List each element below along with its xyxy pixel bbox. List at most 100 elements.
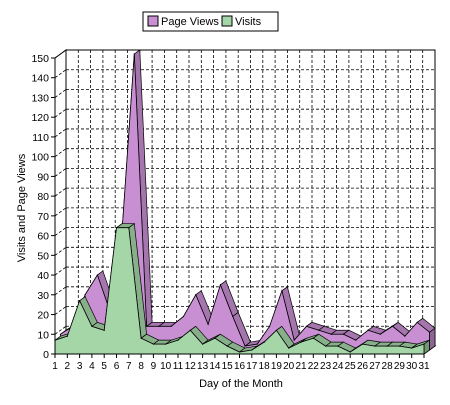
gridline-y-side — [54, 187, 67, 197]
data-point-page-views — [207, 323, 209, 325]
y-tick-label: 60 — [37, 231, 49, 243]
side-wall — [54, 49, 67, 355]
data-point-visits — [115, 227, 118, 229]
x-tick-label: 12 — [185, 361, 197, 372]
gridline-y-side — [54, 227, 67, 236]
y-tick-label: 150 — [31, 53, 49, 65]
data-point-visits — [288, 347, 290, 349]
data-point-visits — [251, 349, 253, 351]
data-point-page-views — [404, 335, 406, 337]
series-visits — [54, 222, 430, 355]
x-tick-label: 4 — [89, 361, 95, 372]
data-point-visits — [398, 345, 400, 347]
x-tick-label: 8 — [138, 361, 144, 372]
x-tick-label: 16 — [234, 361, 246, 372]
data-point-page-views — [281, 290, 283, 292]
gridline-y-side — [54, 148, 67, 157]
x-tick-label: 23 — [320, 361, 332, 372]
x-tick-label: 6 — [114, 361, 120, 372]
data-point-visits — [349, 351, 351, 353]
data-point-page-views — [416, 321, 418, 323]
data-point-visits — [226, 345, 228, 347]
data-point-visits — [103, 329, 105, 331]
x-tick-label: 13 — [197, 361, 209, 372]
y-tick-label: 130 — [31, 92, 49, 104]
gridline-y-side — [54, 266, 67, 276]
data-point-page-views — [379, 333, 381, 335]
gridline-y-side — [54, 89, 67, 98]
data-point-page-views — [232, 315, 234, 318]
data-point-visits — [374, 345, 376, 347]
legend-swatch-visits — [221, 15, 233, 27]
data-point-page-views — [305, 325, 308, 327]
data-point-visits — [165, 343, 167, 345]
x-tick-label: 14 — [209, 361, 221, 372]
data-point-visits — [325, 345, 327, 347]
x-axis-title: Day of the Month — [199, 378, 283, 390]
data-point-page-views — [256, 343, 258, 345]
data-point-visits — [66, 335, 68, 337]
y-tick-label: 30 — [37, 290, 49, 302]
series-layer — [54, 49, 436, 355]
y-tick-label: 70 — [37, 211, 49, 223]
data-point-visits — [128, 227, 130, 229]
data-point-page-views — [367, 329, 369, 331]
x-tick-label: 25 — [345, 361, 357, 372]
y-tick-label: 0 — [43, 349, 49, 361]
gridline-y-side — [54, 306, 67, 315]
data-point-page-views — [330, 333, 332, 335]
data-point-visits — [238, 351, 241, 353]
x-tick-label: 29 — [394, 361, 406, 372]
gridline-y-side — [54, 108, 67, 118]
y-tick-label: 40 — [37, 270, 49, 282]
y-tick-label: 110 — [32, 132, 49, 144]
data-point-page-views — [244, 345, 246, 347]
data-point-visits — [214, 337, 216, 339]
x-tick-label: 24 — [332, 361, 344, 372]
gridline-y-side — [54, 168, 67, 177]
x-tick-label: 1 — [52, 361, 58, 372]
y-tick-label: 120 — [31, 112, 49, 124]
x-tick-label: 2 — [65, 361, 71, 372]
y-tick-label: 140 — [31, 73, 49, 85]
gridline-y-side — [54, 207, 67, 217]
data-point-page-views — [59, 333, 62, 335]
data-point-visits — [423, 343, 425, 345]
legend: Page Views Visits — [142, 11, 279, 32]
x-tick-label: 7 — [126, 361, 132, 372]
data-point-visits — [337, 345, 339, 347]
x-tick-label: 18 — [259, 361, 271, 372]
data-point-visits — [275, 329, 277, 331]
data-point-visits — [152, 343, 154, 345]
data-point-page-views — [158, 325, 160, 327]
y-tick-label: 20 — [37, 310, 49, 322]
x-tick-label: 15 — [222, 361, 234, 372]
x-tick-label: 21 — [295, 361, 307, 372]
data-point-visits — [79, 300, 81, 302]
x-tick-label: 31 — [418, 361, 430, 372]
gridline-y-side — [54, 49, 67, 59]
data-point-page-views — [96, 274, 98, 276]
legend-frame — [142, 11, 279, 32]
data-point-page-views — [219, 284, 221, 286]
data-point-visits — [300, 341, 302, 343]
data-point-visits — [361, 343, 364, 345]
y-tick-label: 50 — [37, 250, 49, 262]
legend-label-visits: Visits — [235, 16, 262, 28]
gridline-y-side — [54, 286, 67, 296]
data-point-visits — [140, 337, 142, 339]
data-point-visits — [263, 341, 265, 343]
x-tick-label: 19 — [271, 361, 283, 372]
legend-swatch-page-views — [147, 15, 159, 27]
data-point-page-views — [428, 331, 431, 333]
x-tick-label: 10 — [160, 361, 172, 372]
data-point-page-views — [392, 325, 394, 327]
data-point-page-views — [146, 325, 148, 327]
x-tick-label: 20 — [283, 361, 295, 372]
data-point-visits — [411, 347, 413, 349]
data-point-page-views — [170, 325, 172, 327]
x-tick-label: 3 — [77, 361, 83, 372]
gridline-y-side — [54, 325, 67, 335]
